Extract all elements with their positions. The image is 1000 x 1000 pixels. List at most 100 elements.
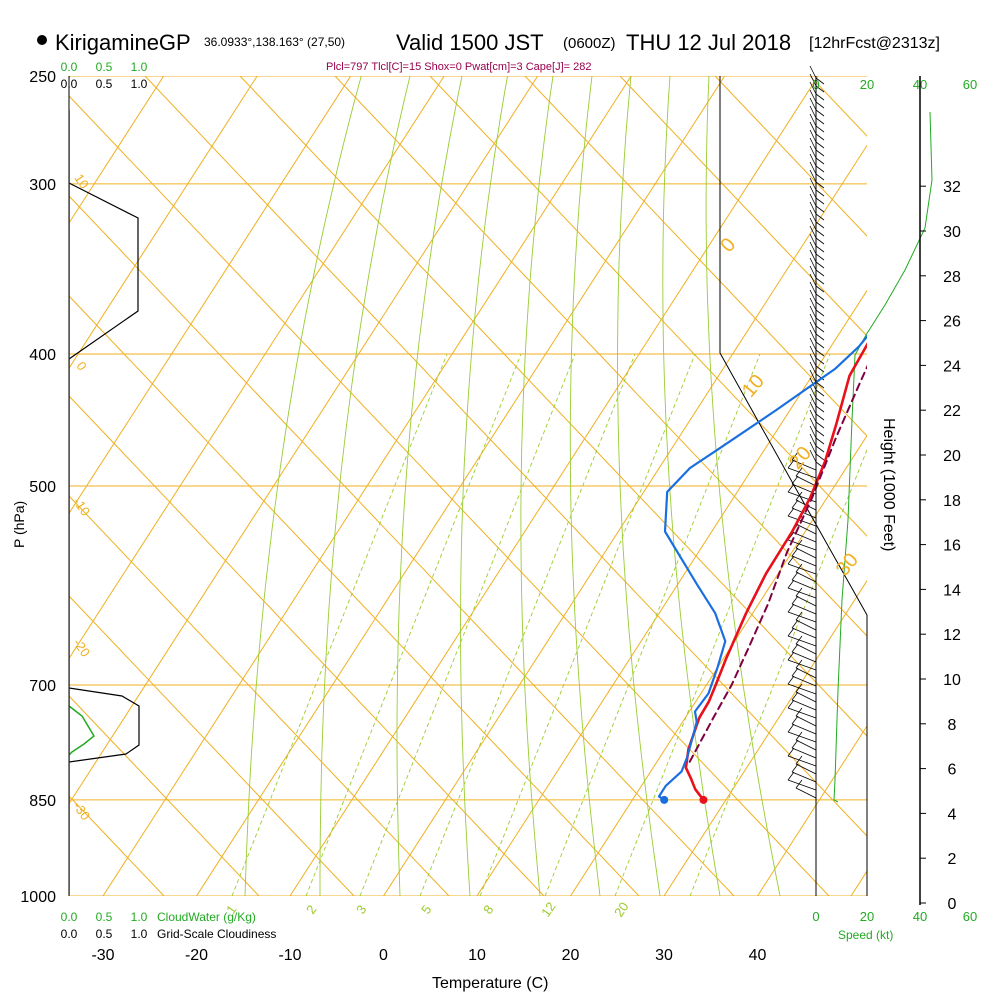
wind-barb-staff xyxy=(787,755,817,767)
wind-barb xyxy=(791,739,817,759)
wind-barb-flag xyxy=(815,421,825,429)
wind-barb-flag xyxy=(815,85,825,93)
wind-barb-staff xyxy=(795,571,817,583)
wind-barb xyxy=(809,193,825,213)
wind-barb xyxy=(791,499,817,519)
wind-barb-staff xyxy=(809,121,817,135)
wind-barb-flag xyxy=(815,317,825,325)
wind-barb-flag xyxy=(815,445,825,453)
wind-barb xyxy=(787,699,817,719)
mixing-ratio-line xyxy=(544,353,761,896)
wind-barb xyxy=(809,129,825,149)
profile-lines xyxy=(657,334,867,804)
wind-barb xyxy=(795,563,817,583)
wind-barb-flag xyxy=(791,547,799,557)
speed-tick: 60 xyxy=(963,77,977,92)
wind-barb xyxy=(809,329,825,349)
wind-barb xyxy=(787,651,817,671)
cloudiness-tick: 0.0 xyxy=(61,927,78,941)
wind-barb-flag xyxy=(795,731,803,741)
dry-adiabat-line xyxy=(69,95,830,896)
wind-barb xyxy=(795,659,817,679)
wind-barb xyxy=(791,619,817,639)
moist-adiabat-line xyxy=(396,76,463,896)
wind-barb xyxy=(809,169,825,189)
speed-tick: 60 xyxy=(963,909,977,924)
wind-barb xyxy=(787,579,817,599)
wind-barb-staff xyxy=(809,305,817,319)
wind-barb-flag xyxy=(815,437,825,445)
wind-barb xyxy=(809,361,825,381)
wind-barb xyxy=(795,539,817,559)
wind-barb-staff xyxy=(809,265,817,279)
mixing-ratio-line xyxy=(305,353,522,896)
wind-barb-staff xyxy=(795,595,817,607)
height-tick-label: 18 xyxy=(943,493,961,510)
wind-barb-flag xyxy=(815,133,825,141)
wind-barb-staff xyxy=(809,401,817,415)
wind-barb-flag xyxy=(795,779,803,789)
speed-tick: 20 xyxy=(860,77,874,92)
cloud-water-tick: 0.5 xyxy=(96,60,113,74)
mixing-ratio-line xyxy=(231,353,448,896)
wind-barb-flag xyxy=(815,277,825,285)
wind-barb-staff xyxy=(809,185,817,199)
x-tick-label: -10 xyxy=(278,947,301,964)
height-tick-label: 12 xyxy=(943,627,961,644)
wind-barb-flag xyxy=(815,149,825,157)
wind-barb-staff xyxy=(791,555,817,567)
isotherm-label: 10 xyxy=(738,370,769,401)
wind-barb xyxy=(795,587,817,607)
wind-barb-staff xyxy=(795,619,817,631)
isotherm-line xyxy=(69,76,258,370)
wind-barb xyxy=(795,635,817,655)
wind-barb xyxy=(787,747,817,767)
wind-barb-staff xyxy=(809,441,817,455)
wind-barb xyxy=(791,571,817,591)
wind-barb-flag xyxy=(815,117,825,125)
wind-barb xyxy=(809,233,825,253)
wind-barb-flag xyxy=(795,539,803,549)
wind-barb-staff xyxy=(809,313,817,327)
wind-barb-flag xyxy=(815,293,825,301)
wind-barb-flag xyxy=(787,555,795,565)
mixing-ratio-line xyxy=(359,353,576,896)
isotherm-line xyxy=(69,76,165,224)
wind-barb-staff xyxy=(791,579,817,591)
wind-barb-staff xyxy=(809,233,817,247)
speed-axis-label: Speed (kt) xyxy=(838,928,893,942)
height-tick-label: 32 xyxy=(943,179,961,196)
wind-barb xyxy=(809,393,825,413)
mixing-ratio-line xyxy=(614,353,831,896)
cloudiness-line xyxy=(69,687,140,763)
wind-barb xyxy=(809,81,825,101)
wind-barb xyxy=(809,337,825,357)
forecast-info: [12hrFcst@2313z] xyxy=(809,35,940,52)
wind-barb xyxy=(809,401,825,421)
wind-barb xyxy=(809,89,825,109)
wind-barb-flag xyxy=(787,579,795,589)
dewpoint-surface-dot xyxy=(660,795,669,804)
wind-barb-flag xyxy=(815,373,825,381)
wind-barb-staff xyxy=(809,329,817,343)
isotherm-line xyxy=(69,76,445,660)
wind-barb-flag xyxy=(815,229,825,237)
mixing-ratio-label: 12 xyxy=(538,899,559,919)
wind-barb-flag xyxy=(815,381,825,389)
wind-barb xyxy=(791,715,817,735)
wind-barb-flag xyxy=(791,451,799,461)
wind-barb xyxy=(795,611,817,631)
wind-barb-flag xyxy=(815,213,825,221)
wind-barb-staff xyxy=(809,105,817,119)
wind-barb-staff xyxy=(809,393,817,407)
mixing-ratio-label: 20 xyxy=(611,899,632,919)
speed-tick: 40 xyxy=(913,909,927,924)
wind-barb xyxy=(787,555,817,575)
x-tick-label: -20 xyxy=(185,947,208,964)
wind-barb-flag xyxy=(791,667,799,677)
wind-barb-flag xyxy=(815,157,825,165)
wind-barb-flag xyxy=(815,245,825,253)
cloud-water-tick: 0.5 xyxy=(96,910,113,924)
wind-barb-flag xyxy=(791,691,799,701)
